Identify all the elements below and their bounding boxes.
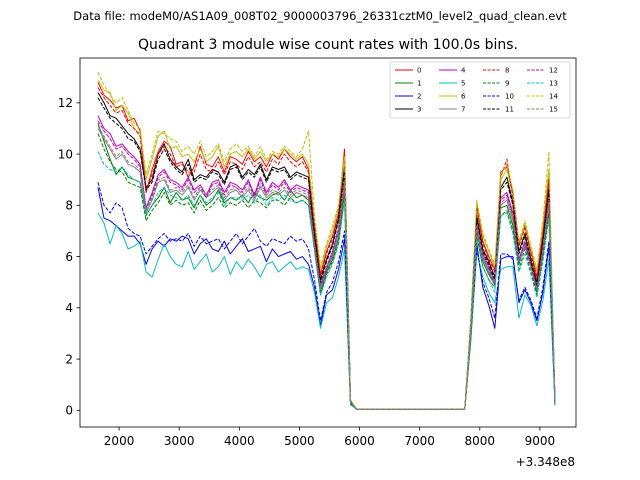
legend-label-4: 4 [461, 67, 466, 75]
series-group [97, 71, 556, 410]
series-line-15 [97, 125, 556, 410]
x-tick-label: 5000 [284, 434, 315, 448]
y-tick-label: 0 [65, 404, 73, 418]
x-tick-label: 9000 [525, 434, 556, 448]
legend-label-11: 11 [505, 106, 514, 114]
x-tick-label: 8000 [465, 434, 496, 448]
legend-label-6: 6 [461, 93, 466, 101]
y-tick-label: 6 [65, 250, 73, 264]
x-tick-label: 6000 [344, 434, 375, 448]
series-line-6 [97, 79, 556, 410]
x-tick-label: 3000 [164, 434, 195, 448]
y-tick-label: 2 [65, 352, 73, 366]
series-line-10 [97, 182, 556, 410]
legend-label-13: 13 [549, 80, 558, 88]
plot-area: 2000 3000 4000 5000 6000 7000 8000 900002468101… [58, 57, 577, 448]
figure-suptitle: Data file: modeM0/AS1A09_008T02_90000037… [73, 9, 567, 23]
y-tick-label: 4 [65, 301, 73, 315]
series-line-0 [97, 82, 556, 410]
legend-label-3: 3 [417, 106, 421, 114]
legend-label-0: 0 [417, 67, 421, 75]
legend-box [389, 61, 571, 119]
y-tick-label: 10 [58, 147, 73, 161]
x-tick-label: 2000 [104, 434, 135, 448]
series-line-11 [97, 97, 556, 410]
x-tick-label: 4000 [224, 434, 255, 448]
legend-label-7: 7 [461, 106, 465, 114]
x-offset-label: +3.348e8 [516, 455, 575, 469]
legend-label-8: 8 [505, 67, 509, 75]
axes-frame [79, 57, 577, 428]
series-line-14 [97, 71, 556, 410]
x-tick-label: 7000 [404, 434, 435, 448]
y-tick-label: 8 [65, 199, 73, 213]
legend-label-5: 5 [461, 80, 465, 88]
legend-label-1: 1 [417, 80, 421, 88]
series-line-8 [97, 87, 556, 410]
series-line-12 [97, 120, 556, 410]
legend-label-9: 9 [505, 80, 509, 88]
legend-label-10: 10 [505, 93, 514, 101]
y-tick-label: 12 [58, 96, 73, 110]
legend-label-12: 12 [549, 67, 558, 75]
legend-label-2: 2 [417, 93, 421, 101]
series-line-2 [97, 187, 556, 410]
chart-title: Quadrant 3 module wise count rates with … [138, 37, 518, 53]
series-line-13 [97, 151, 556, 410]
legend-label-15: 15 [549, 106, 558, 114]
legend-label-14: 14 [549, 93, 558, 101]
